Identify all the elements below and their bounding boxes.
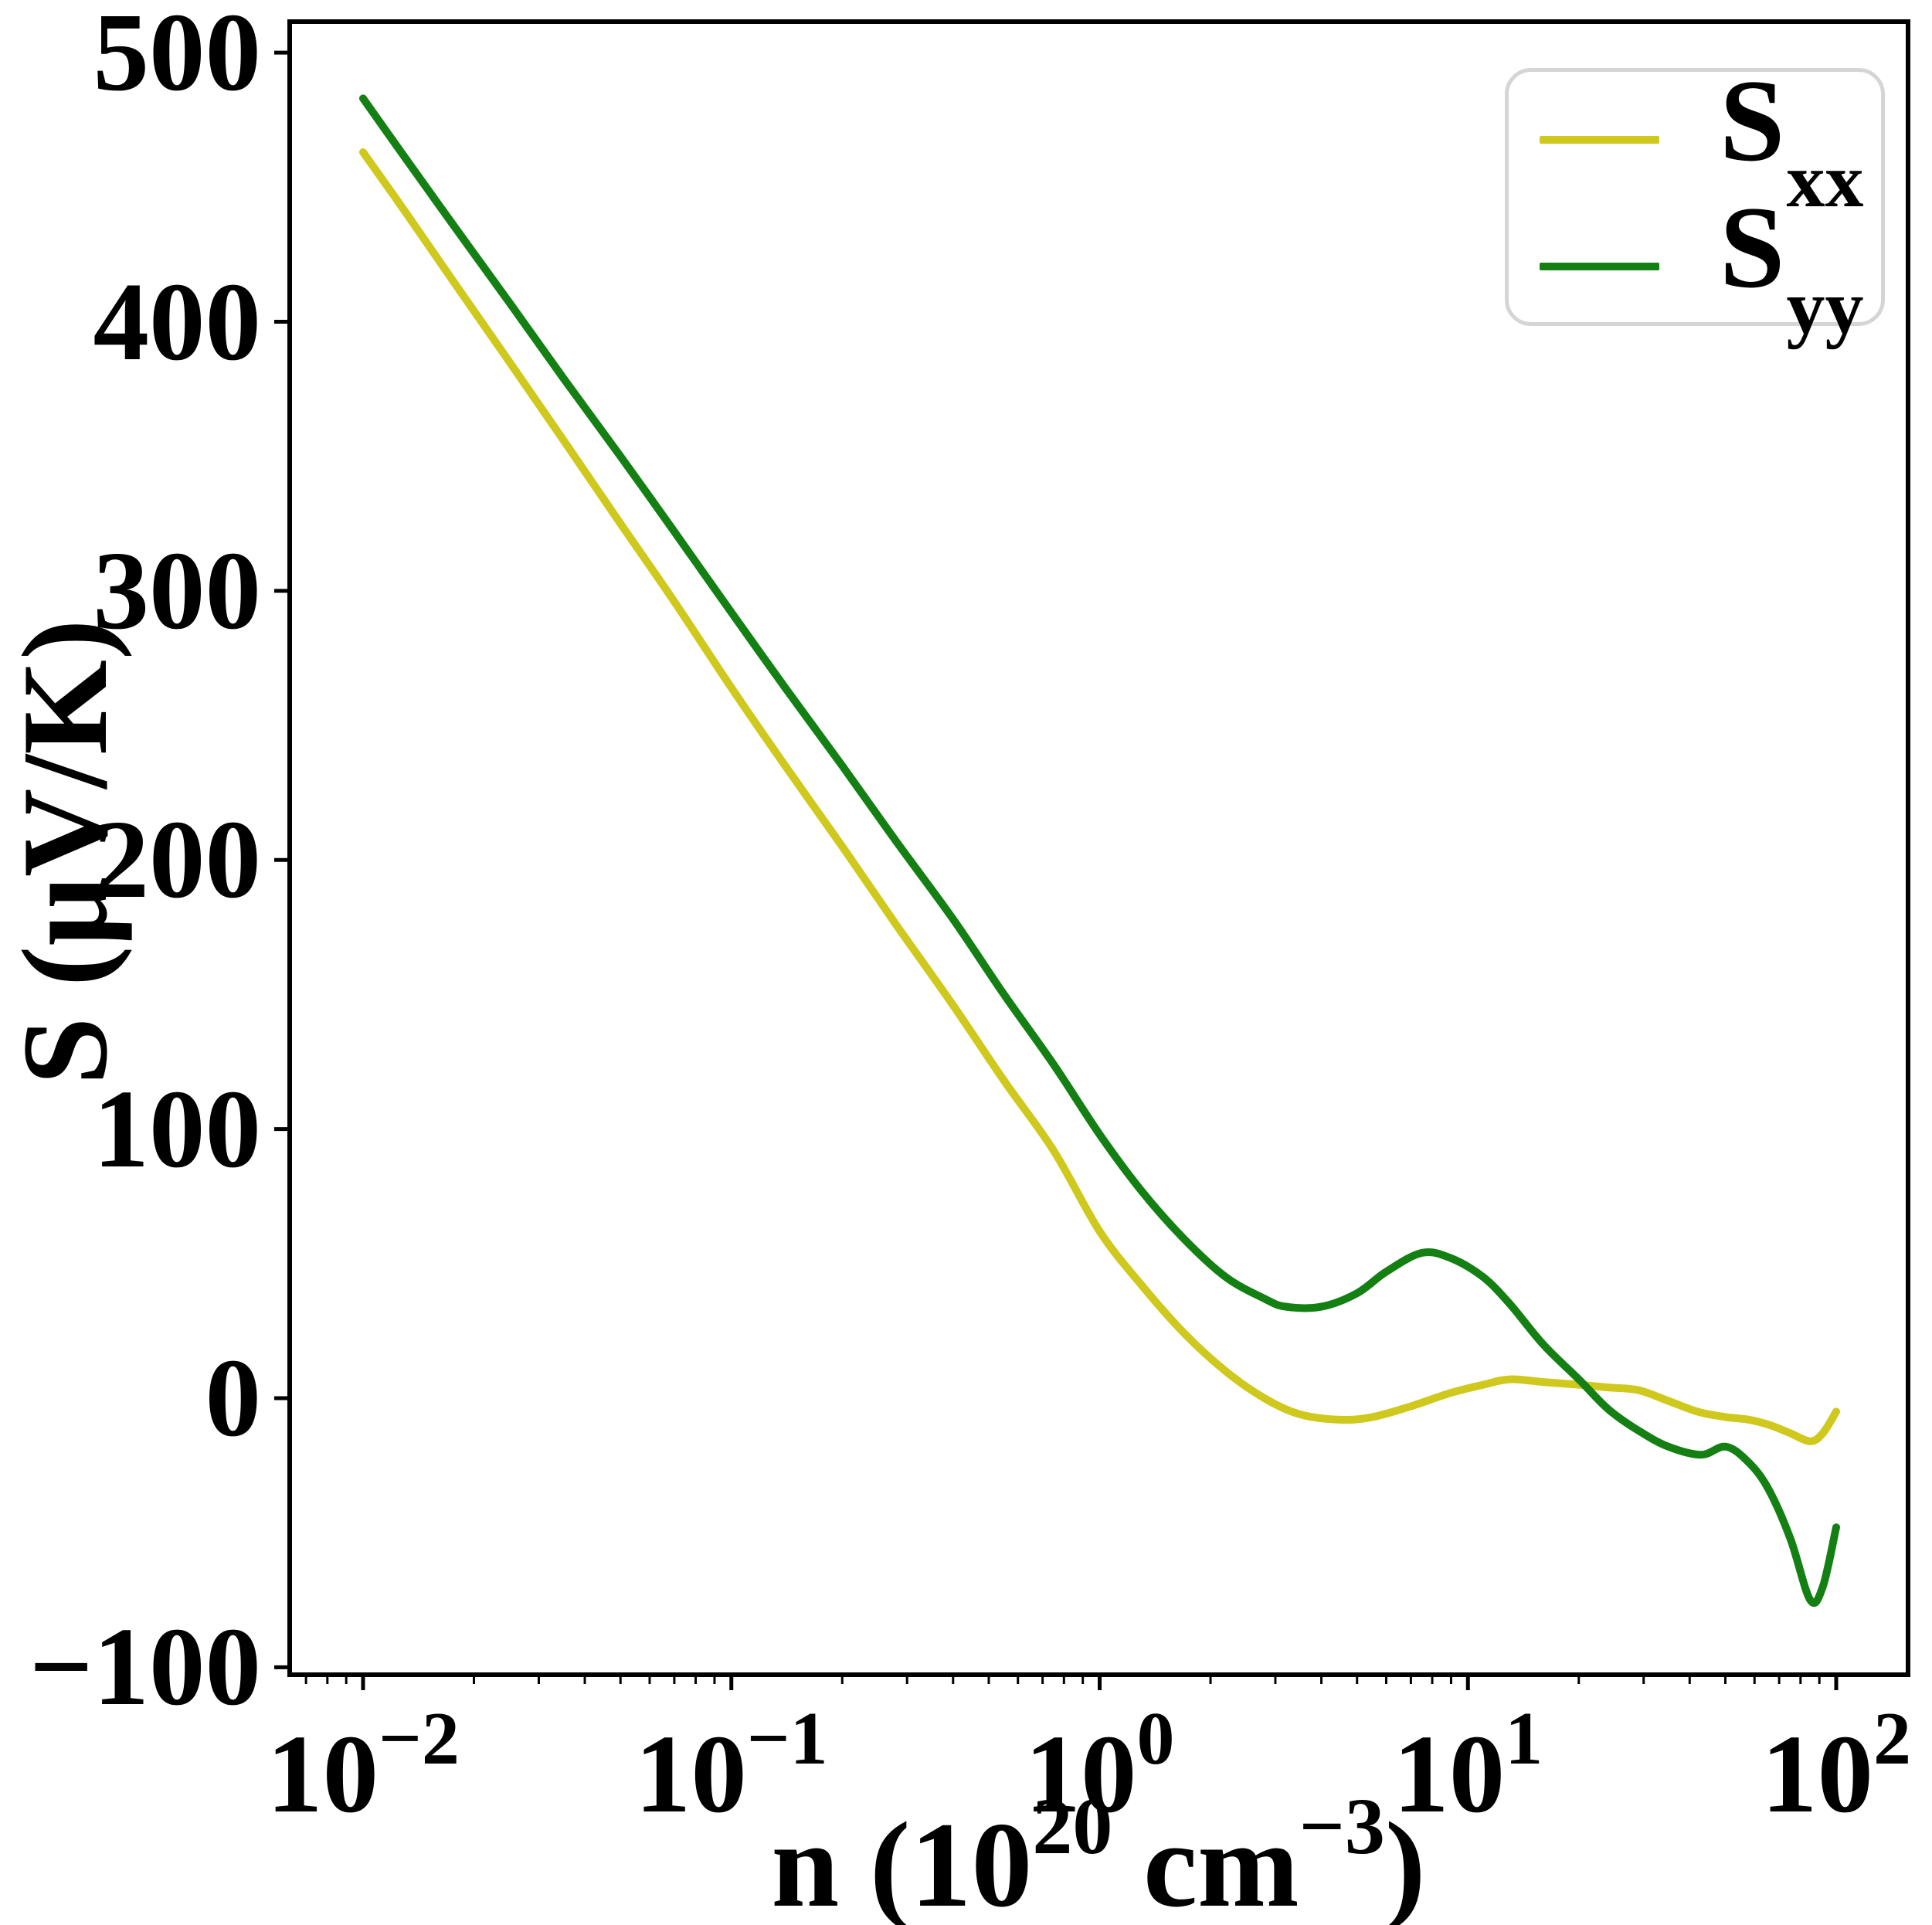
y-axis-label-text: S (μV/K) bbox=[0, 619, 133, 1085]
legend-label-syy: Syy bbox=[1720, 182, 1864, 350]
axis-ticks bbox=[274, 50, 1839, 1690]
x-tick-exponent: −2 bbox=[379, 1697, 460, 1781]
curve-S_xx bbox=[359, 148, 1840, 1445]
legend-line-sxx bbox=[1540, 136, 1659, 144]
x-axis-label-post: ) bbox=[1384, 1798, 1426, 1925]
legend-label-sxx: Sxx bbox=[1720, 56, 1864, 223]
legend-label-base: S bbox=[1720, 56, 1785, 186]
y-tick-label: 0 bbox=[205, 1336, 262, 1460]
x-tick-base: 10 bbox=[1024, 1713, 1137, 1836]
y-tick-label: 200 bbox=[93, 798, 262, 922]
legend-line-syy bbox=[1540, 263, 1659, 270]
x-axis-label-exponent2: −3 bbox=[1299, 1782, 1385, 1871]
y-tick-label: 400 bbox=[93, 260, 262, 384]
legend-label-sub: yy bbox=[1786, 263, 1864, 350]
x-tick-exponent: −1 bbox=[746, 1697, 828, 1781]
legend-entry-syy: Syy bbox=[1509, 185, 1881, 350]
y-axis-label: S (μV/K) bbox=[0, 389, 133, 1316]
x-tick-label: 100 bbox=[1024, 1697, 1175, 1845]
x-tick-label: 102 bbox=[1761, 1697, 1911, 1845]
x-tick-label: 10−2 bbox=[267, 1697, 460, 1845]
x-axis-label-exponent: 20 bbox=[1032, 1782, 1113, 1871]
legend-entry-sxx: Sxx bbox=[1509, 59, 1881, 223]
curve-S_yy bbox=[359, 94, 1840, 1608]
x-axis-label-pre: n (10 bbox=[771, 1798, 1033, 1925]
x-tick-base: 10 bbox=[1761, 1713, 1873, 1836]
x-tick-exponent: 2 bbox=[1873, 1697, 1911, 1781]
y-tick-label: 100 bbox=[93, 1067, 262, 1191]
x-tick-exponent: 0 bbox=[1136, 1697, 1175, 1781]
x-tick-base: 10 bbox=[1393, 1713, 1506, 1836]
data-curves bbox=[359, 94, 1840, 1608]
x-tick-base: 10 bbox=[634, 1713, 747, 1836]
x-axis-label-mid: cm bbox=[1112, 1798, 1299, 1925]
y-tick-label: 500 bbox=[93, 0, 262, 115]
y-tick-label: 300 bbox=[93, 528, 262, 653]
x-tick-base: 10 bbox=[267, 1713, 379, 1836]
legend-label-base: S bbox=[1720, 182, 1785, 313]
x-tick-label: 101 bbox=[1393, 1697, 1543, 1845]
axes-spines bbox=[287, 19, 1910, 1677]
x-tick-exponent: 1 bbox=[1505, 1697, 1543, 1781]
legend-label-sub: xx bbox=[1786, 137, 1864, 223]
x-axis-label: n (1020 cm−3) bbox=[326, 1782, 1871, 1925]
legend: Sxx Syy bbox=[1505, 59, 1885, 350]
x-tick-label: 10−1 bbox=[634, 1697, 828, 1845]
y-tick-label: −100 bbox=[29, 1605, 261, 1730]
